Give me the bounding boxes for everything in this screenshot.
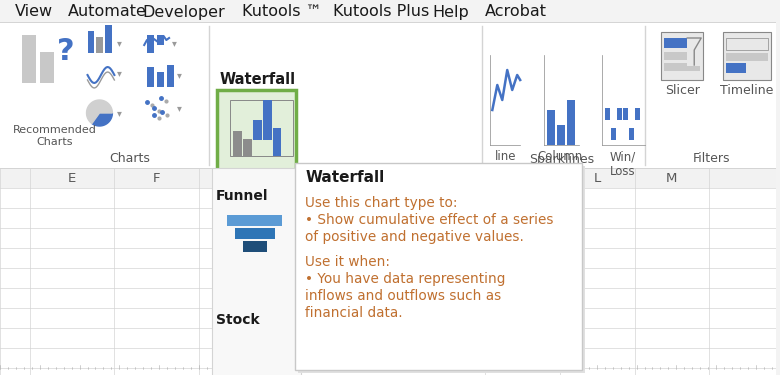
Bar — [243, 139, 252, 156]
Text: Use this chart type to:: Use this chart type to: — [305, 196, 458, 210]
Text: inflows and outflows such as: inflows and outflows such as — [305, 289, 502, 303]
Bar — [622, 108, 628, 120]
Text: M: M — [666, 171, 678, 184]
Text: Funnel: Funnel — [216, 189, 268, 203]
Text: Recommended
Charts: Recommended Charts — [12, 125, 97, 147]
Bar — [726, 63, 746, 73]
Bar — [0, 22, 776, 168]
Text: Help: Help — [433, 4, 470, 20]
Bar — [147, 35, 154, 53]
Text: Acrobat: Acrobat — [485, 4, 548, 20]
Bar — [629, 128, 633, 140]
Bar — [227, 215, 282, 226]
Text: Developer: Developer — [142, 4, 225, 20]
Text: Win/
Loss: Win/ Loss — [609, 150, 636, 178]
Bar — [0, 168, 776, 375]
Bar — [232, 131, 242, 156]
Text: line: line — [495, 150, 516, 163]
Bar — [253, 120, 261, 140]
Bar — [0, 0, 776, 22]
Bar — [567, 100, 575, 145]
Bar — [0, 168, 776, 188]
Text: K: K — [519, 171, 527, 184]
Bar — [263, 100, 271, 140]
Text: Waterfall: Waterfall — [219, 72, 296, 87]
Bar — [167, 65, 174, 87]
Text: Kutools Plus: Kutools Plus — [333, 4, 430, 20]
Bar — [296, 163, 582, 370]
Text: E: E — [68, 171, 76, 184]
Bar — [665, 38, 700, 48]
Polygon shape — [87, 100, 112, 123]
Text: L: L — [594, 171, 601, 184]
Text: ▾: ▾ — [172, 38, 177, 48]
Text: Stock: Stock — [216, 313, 260, 327]
Text: • Show cumulative effect of a series: • Show cumulative effect of a series — [305, 213, 554, 227]
Text: ▾: ▾ — [117, 108, 122, 118]
Bar — [557, 125, 565, 145]
Bar — [243, 241, 267, 252]
Text: Timeline: Timeline — [720, 84, 774, 97]
Text: ▾: ▾ — [117, 38, 122, 48]
Bar — [217, 90, 296, 175]
Text: Waterfall: Waterfall — [305, 171, 385, 186]
Bar — [299, 166, 585, 373]
Bar — [157, 35, 164, 45]
Text: Automate: Automate — [68, 4, 147, 20]
Bar — [726, 53, 768, 61]
Bar — [212, 168, 301, 375]
Bar — [723, 32, 771, 80]
Text: Use it when:: Use it when: — [305, 255, 390, 269]
Text: ▾: ▾ — [177, 70, 182, 80]
Text: F: F — [153, 171, 161, 184]
Bar — [147, 67, 154, 87]
Text: Slicer: Slicer — [665, 84, 700, 97]
Text: View: View — [15, 4, 53, 20]
Text: Sparklines: Sparklines — [530, 153, 594, 165]
Text: Filters: Filters — [693, 153, 730, 165]
Bar — [22, 35, 36, 83]
Bar — [687, 38, 700, 66]
Text: ▾: ▾ — [177, 103, 182, 113]
Bar — [617, 108, 622, 120]
Text: ▾: ▾ — [117, 68, 122, 78]
Bar — [611, 128, 615, 140]
Bar — [105, 25, 112, 53]
Text: financial data.: financial data. — [305, 306, 403, 320]
Bar — [230, 100, 293, 156]
Bar — [547, 110, 555, 145]
Text: Kutools ™: Kutools ™ — [242, 4, 321, 20]
Bar — [40, 52, 54, 83]
Text: Charts: Charts — [109, 153, 150, 165]
Polygon shape — [92, 113, 112, 126]
Bar — [272, 128, 282, 156]
Bar — [661, 32, 704, 80]
Bar — [665, 63, 700, 71]
Text: Column: Column — [537, 150, 583, 163]
Bar — [635, 108, 640, 120]
Text: of positive and negative values.: of positive and negative values. — [305, 230, 524, 244]
Bar — [97, 37, 104, 53]
Bar — [604, 108, 610, 120]
Text: • You have data representing: • You have data representing — [305, 272, 505, 286]
Bar — [665, 52, 700, 60]
Bar — [726, 38, 768, 50]
Bar — [235, 228, 275, 239]
Bar — [87, 31, 94, 53]
Bar — [157, 72, 164, 87]
Text: ?: ? — [57, 38, 74, 66]
